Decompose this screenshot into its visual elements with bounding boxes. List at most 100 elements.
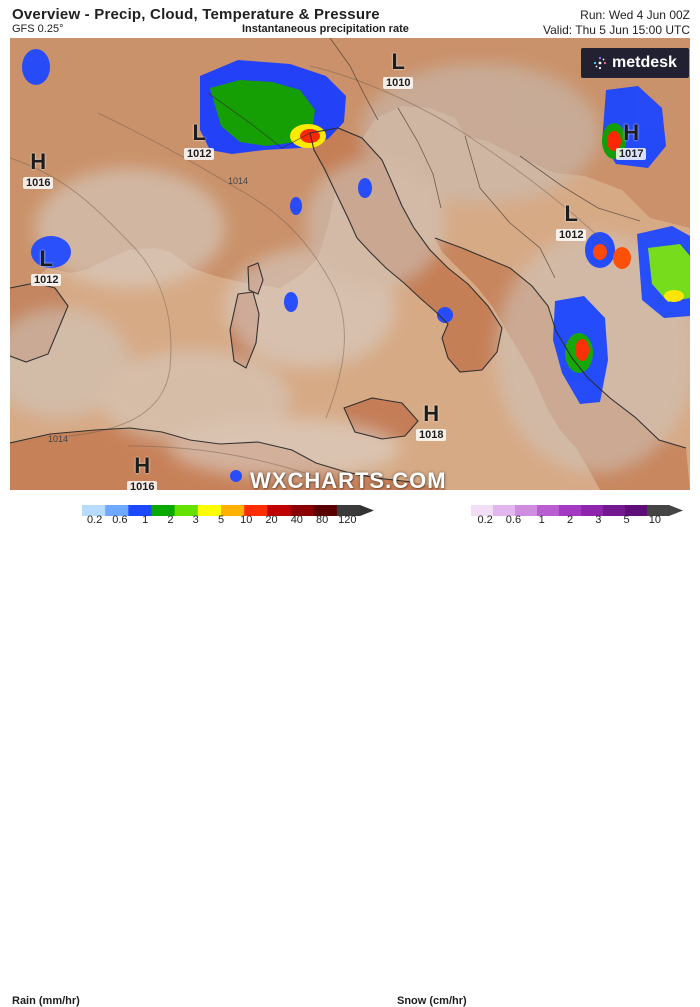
rain-scale-svg — [82, 505, 374, 516]
isobars — [10, 65, 611, 479]
field-label: Instantaneous precipitation rate — [242, 23, 409, 35]
rain-swatches-swatch — [197, 505, 222, 516]
sardinia-rain-dot — [284, 292, 298, 312]
run-time: Run: Wed 4 Jun 00Z — [580, 8, 690, 22]
snow-tick-label: 10 — [648, 514, 661, 526]
south-italy-rain-dot — [437, 307, 453, 323]
wxcharts-watermark: WXCHARTS.COM — [250, 468, 447, 493]
isobar-label-1014-b: 1014 — [48, 434, 68, 444]
high-pressure-1016-west: H 1016 — [23, 151, 54, 191]
east-rain-yellow — [664, 290, 684, 302]
snow-legend-title: Snow (cm/hr) — [397, 995, 467, 1007]
snow-tick-label: 3 — [595, 514, 602, 526]
rain-tick-label: 40 — [290, 514, 303, 526]
spain-rain-cell — [31, 236, 71, 268]
coast-sardinia — [229, 291, 260, 369]
isobar-west — [10, 157, 172, 437]
chart-title: Overview - Precip, Cloud, Temperature & … — [12, 6, 380, 23]
coast-italy — [309, 127, 503, 373]
snow-scale-svg — [471, 505, 683, 516]
snow-swatches-swatch — [493, 505, 516, 516]
high-pressure-1018: H 1018 — [416, 403, 447, 443]
border-north — [329, 38, 379, 121]
chart-header: Overview - Precip, Cloud, Temperature & … — [0, 0, 700, 37]
rain-swatches-swatch — [174, 505, 199, 516]
isobar-south — [127, 445, 321, 479]
high-pressure-1016-south: H 1016 — [127, 455, 158, 490]
coast-sicily — [343, 397, 419, 440]
rain-swatches-swatch — [105, 505, 129, 516]
coast-balkans — [434, 237, 687, 449]
border-adriatic — [397, 107, 442, 209]
snow-scale-arrow — [669, 505, 683, 516]
snow-swatches-swatch — [625, 505, 648, 516]
coast-africa — [10, 427, 413, 483]
border-eastern — [519, 155, 641, 222]
snow-tick-label: 0.6 — [505, 514, 522, 526]
snow-tick-label: 5 — [623, 514, 630, 526]
rain-swatches — [82, 505, 361, 516]
snow-swatches-swatch — [515, 505, 538, 516]
rain-tick-label: 80 — [315, 514, 329, 526]
alps-rain-green — [210, 80, 315, 146]
rain-color-scale — [82, 503, 374, 516]
alps-rain-red — [300, 129, 320, 143]
rain-swatches-swatch — [151, 505, 175, 516]
balkans-rain-red — [607, 131, 621, 151]
east-rain-green — [648, 244, 690, 302]
rain-tick-label: 3 — [192, 514, 199, 526]
valid-time: Valid: Thu 5 Jun 15:00 UTC — [543, 23, 690, 37]
rain-swatches-swatch — [267, 505, 291, 516]
rain-scale-arrow — [360, 505, 374, 516]
border-balkans — [464, 135, 556, 279]
rain-swatches-swatch — [313, 505, 338, 516]
rain-swatches-swatch — [336, 505, 361, 516]
snow-swatches-swatch — [581, 505, 604, 516]
rain-tick-label: 0.2 — [86, 514, 103, 526]
low-pressure-1012-north: L 1012 — [184, 122, 215, 162]
metdesk-logo-mark-icon — [593, 56, 607, 70]
snow-tick-label: 0.2 — [477, 514, 493, 526]
borders — [207, 38, 641, 279]
coast-corsica — [247, 262, 264, 295]
snow-swatches-swatch — [647, 505, 670, 516]
low-pressure-1010: L 1010 — [383, 51, 414, 91]
rain-tick-label: 5 — [217, 514, 225, 526]
balkan-red-dot — [613, 247, 631, 269]
rain-swatches-swatch — [82, 505, 106, 516]
metdesk-logo: metdesk — [581, 48, 689, 78]
snow-swatches-swatch — [559, 505, 582, 516]
snow-color-scale — [471, 503, 683, 516]
low-pressure-1012-west: L 1012 — [31, 248, 62, 288]
rain-swatches-swatch — [244, 505, 268, 516]
low-pressure-1012-east: L 1012 — [556, 203, 587, 243]
isobar-central — [97, 112, 345, 419]
rain-tick-label: 120 — [338, 514, 357, 526]
rain-swatches-swatch — [290, 505, 314, 516]
metdesk-logo-text: metdesk — [612, 54, 677, 71]
snow-swatches — [471, 505, 670, 516]
rain-tick-label: 0.6 — [112, 514, 128, 526]
map-canvas: 1014 1014 — [10, 38, 690, 490]
snow-swatches-swatch — [603, 505, 626, 516]
rain-tick-label: 10 — [240, 514, 253, 526]
northwest-rain-cell — [22, 49, 50, 85]
isobar-label-1014-a: 1014 — [228, 176, 248, 186]
model-label: GFS 0.25° — [12, 23, 64, 35]
snow-tick-label: 2 — [566, 514, 574, 526]
snow-tick-label: 1 — [538, 514, 545, 526]
rain-legend-title: Rain (mm/hr) — [12, 995, 80, 1007]
precip-layer — [22, 49, 690, 482]
cloud-layer — [10, 63, 690, 478]
adriatic-rain-dot — [358, 178, 372, 198]
africa-rain-dot — [230, 470, 242, 482]
snow-swatches-swatch — [537, 505, 560, 516]
rain-tick-label: 1 — [142, 514, 149, 526]
rain-swatches-swatch — [128, 505, 152, 516]
border-alps — [207, 92, 311, 149]
greece-rain-red — [575, 339, 589, 361]
isobar-labels: 1014 1014 — [48, 176, 248, 444]
weather-map: 1014 1014 L 1010 L 1012 H 1016 L 1012 H … — [10, 38, 690, 490]
balkan-small-red — [593, 244, 607, 260]
apennine-rain-dot — [290, 197, 302, 215]
